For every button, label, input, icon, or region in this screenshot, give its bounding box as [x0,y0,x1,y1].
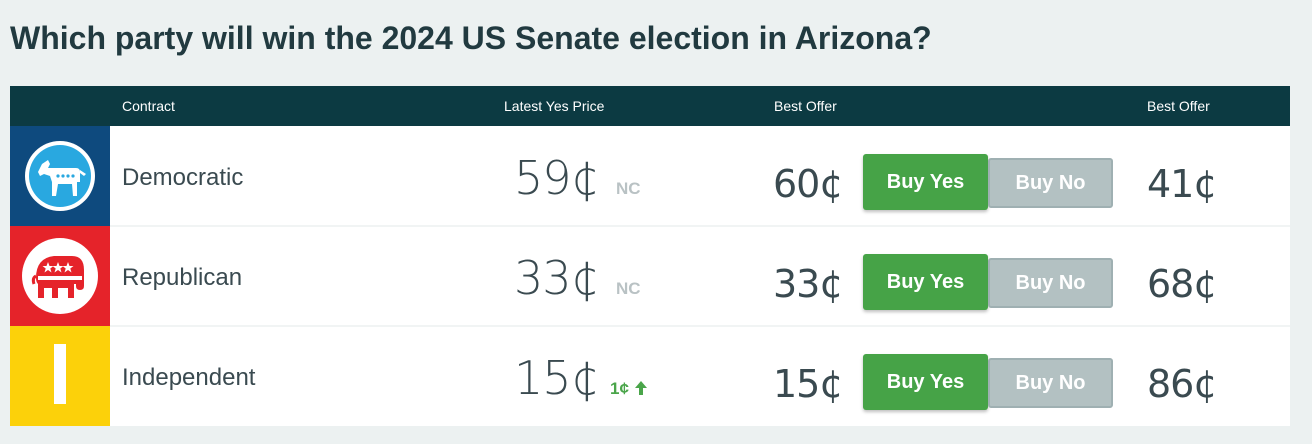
header-latest-yes-price: Latest Yes Price [504,98,605,114]
price-change: NC [616,279,641,298]
buy-yes-button[interactable]: Buy Yes [863,154,988,210]
price-change: NC [616,179,641,198]
buy-no-button[interactable]: Buy No [988,358,1113,408]
democratic-logo [10,126,110,226]
best-offer-no: 68¢ [1147,262,1218,306]
table-row: Republican 33¢ NC 33¢ Buy Yes Buy No 68¢ [10,226,1290,326]
best-offer-no: 86¢ [1147,362,1218,406]
contract-name[interactable]: Democratic [122,164,244,191]
buy-no-button[interactable]: Buy No [988,258,1113,308]
best-offer-yes: 60¢ [773,162,844,206]
contracts-table: Contract Latest Yes Price Best Offer Bes… [10,86,1290,426]
republican-logo [10,226,110,326]
contract-name[interactable]: Republican [122,264,243,291]
table-row: Independent 15¢ 1¢ 15¢ Buy Yes Buy No 86… [10,326,1290,426]
buy-no-button[interactable]: Buy No [988,158,1113,208]
independent-logo [10,326,110,426]
price-change-value: 1¢ [610,379,629,398]
latest-yes-price: 59¢ [514,151,600,205]
buy-yes-button[interactable]: Buy Yes [863,354,988,410]
independent-bar-icon [54,344,66,404]
row-divider [110,225,1290,227]
donkey-icon [25,141,95,211]
best-offer-no: 41¢ [1147,162,1218,206]
header-contract: Contract [122,98,175,114]
page-title: Which party will win the 2024 US Senate … [10,20,932,56]
row-divider [110,325,1290,327]
arrow-up-icon [634,381,647,395]
price-change: 1¢ [610,379,648,399]
header-best-offer-no: Best Offer [1147,98,1210,114]
best-offer-yes: 15¢ [773,362,844,406]
elephant-icon [22,238,98,314]
contract-name[interactable]: Independent [122,364,256,391]
buy-yes-button[interactable]: Buy Yes [863,254,988,310]
latest-yes-price: 15¢ [514,351,600,405]
table-header: Contract Latest Yes Price Best Offer Bes… [10,86,1290,126]
header-best-offer-yes: Best Offer [774,98,837,114]
table-row: Democratic 59¢ NC 60¢ Buy Yes Buy No 41¢ [10,126,1290,226]
latest-yes-price: 33¢ [514,251,600,305]
best-offer-yes: 33¢ [773,262,844,306]
